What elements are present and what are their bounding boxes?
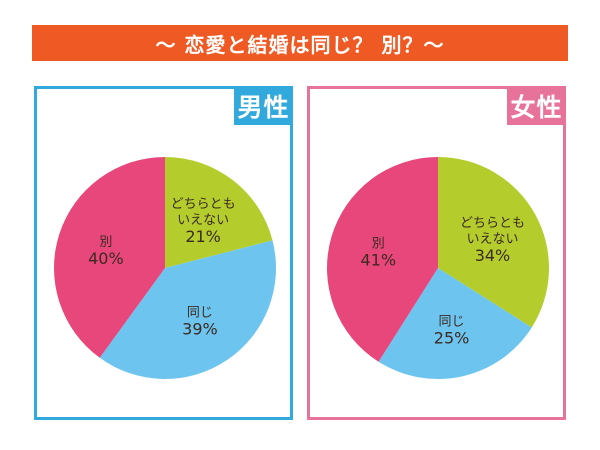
female-slice-1-label-0: 同じ: [439, 315, 465, 330]
female-slice-2-value: 41%: [361, 251, 397, 270]
male-slice-2-label-0: 別: [99, 235, 112, 250]
male-slice-0-label-0: どちらとも: [171, 197, 236, 212]
male-slice-1-label-0: 同じ: [187, 305, 213, 320]
male-slice-2: [54, 157, 165, 358]
female-slice-2: [326, 157, 438, 362]
female-slice-0: [438, 157, 549, 328]
title-bar: ～ 恋愛と結婚は同じ？ 別？～: [32, 25, 568, 61]
chart-title: ～ 恋愛と結婚は同じ？ 別？～: [155, 32, 445, 57]
male-slice-0-value: 21%: [185, 227, 221, 246]
female-slice-1: [378, 268, 532, 379]
female-panel: 女性 どちらとも いえない 34% 同じ 25% 別 41%: [307, 86, 566, 420]
male-slice-0-label-1: いえない: [177, 213, 229, 228]
female-slice-0-value: 34%: [475, 246, 511, 265]
female-slice-1-value: 25%: [434, 329, 470, 348]
male-panel-title: 男性: [234, 86, 293, 125]
male-slice-0: [165, 157, 273, 268]
female-panel-title: 女性: [507, 86, 566, 125]
male-slice-1-value: 39%: [182, 319, 218, 338]
male-panel: 男性 どちらとも いえない 21% 同じ 39% 別 40%: [34, 86, 293, 420]
female-slice-0-label-1: いえない: [466, 232, 518, 247]
female-slice-0-label-0: どちらとも: [460, 216, 525, 231]
male-slice-2-value: 40%: [88, 249, 124, 268]
female-slice-2-label-0: 別: [372, 237, 385, 252]
male-slice-1: [99, 240, 277, 379]
